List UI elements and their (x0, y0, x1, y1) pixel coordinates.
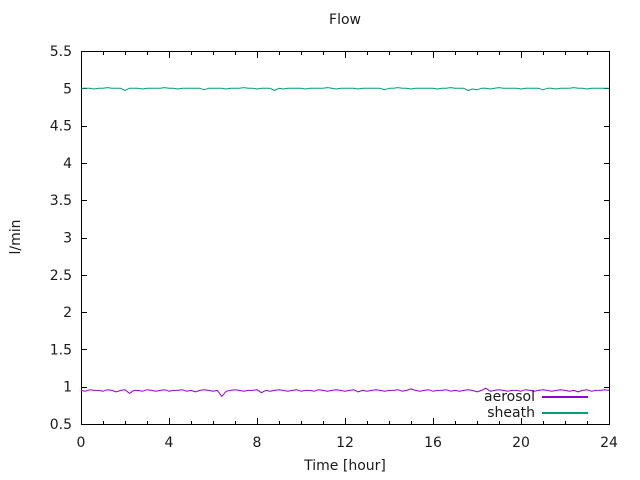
legend-item-aerosol: aerosol (484, 389, 588, 405)
y-axis-label: l/min (8, 219, 24, 255)
plot-border (81, 51, 610, 425)
plot-title: Flow (329, 12, 361, 28)
y-tick-label: 3 (63, 231, 72, 247)
y-tick-label: 5 (63, 81, 72, 97)
x-tick-label: 16 (424, 435, 442, 451)
y-tick-label: 2.5 (50, 268, 72, 284)
x-tick-label: 12 (336, 435, 354, 451)
y-tick-label: 4 (63, 156, 72, 172)
legend-sample-sheath (542, 412, 588, 414)
x-tick-label: 0 (77, 435, 86, 451)
series-line-sheath (81, 87, 609, 91)
legend-label-aerosol: aerosol (484, 389, 535, 405)
x-tick-label: 8 (253, 435, 262, 451)
y-tick-label: 1.5 (50, 342, 72, 358)
legend-label-sheath: sheath (487, 405, 535, 421)
legend-sample-aerosol (542, 396, 588, 398)
y-tick-label: 1 (63, 380, 72, 396)
y-tick-label: 2 (63, 305, 72, 321)
y-tick-label: 3.5 (50, 193, 72, 209)
y-tick-label: 0.5 (50, 417, 72, 433)
x-tick-label: 20 (512, 435, 530, 451)
x-tick-label: 24 (600, 435, 618, 451)
y-tick-label: 5.5 (50, 44, 72, 60)
x-tick-label: 4 (165, 435, 174, 451)
series-line-aerosol (80, 387, 610, 397)
x-axis-label: Time [hour] (304, 458, 386, 474)
legend-item-sheath: sheath (487, 405, 588, 421)
y-tick-label: 4.5 (50, 119, 72, 135)
